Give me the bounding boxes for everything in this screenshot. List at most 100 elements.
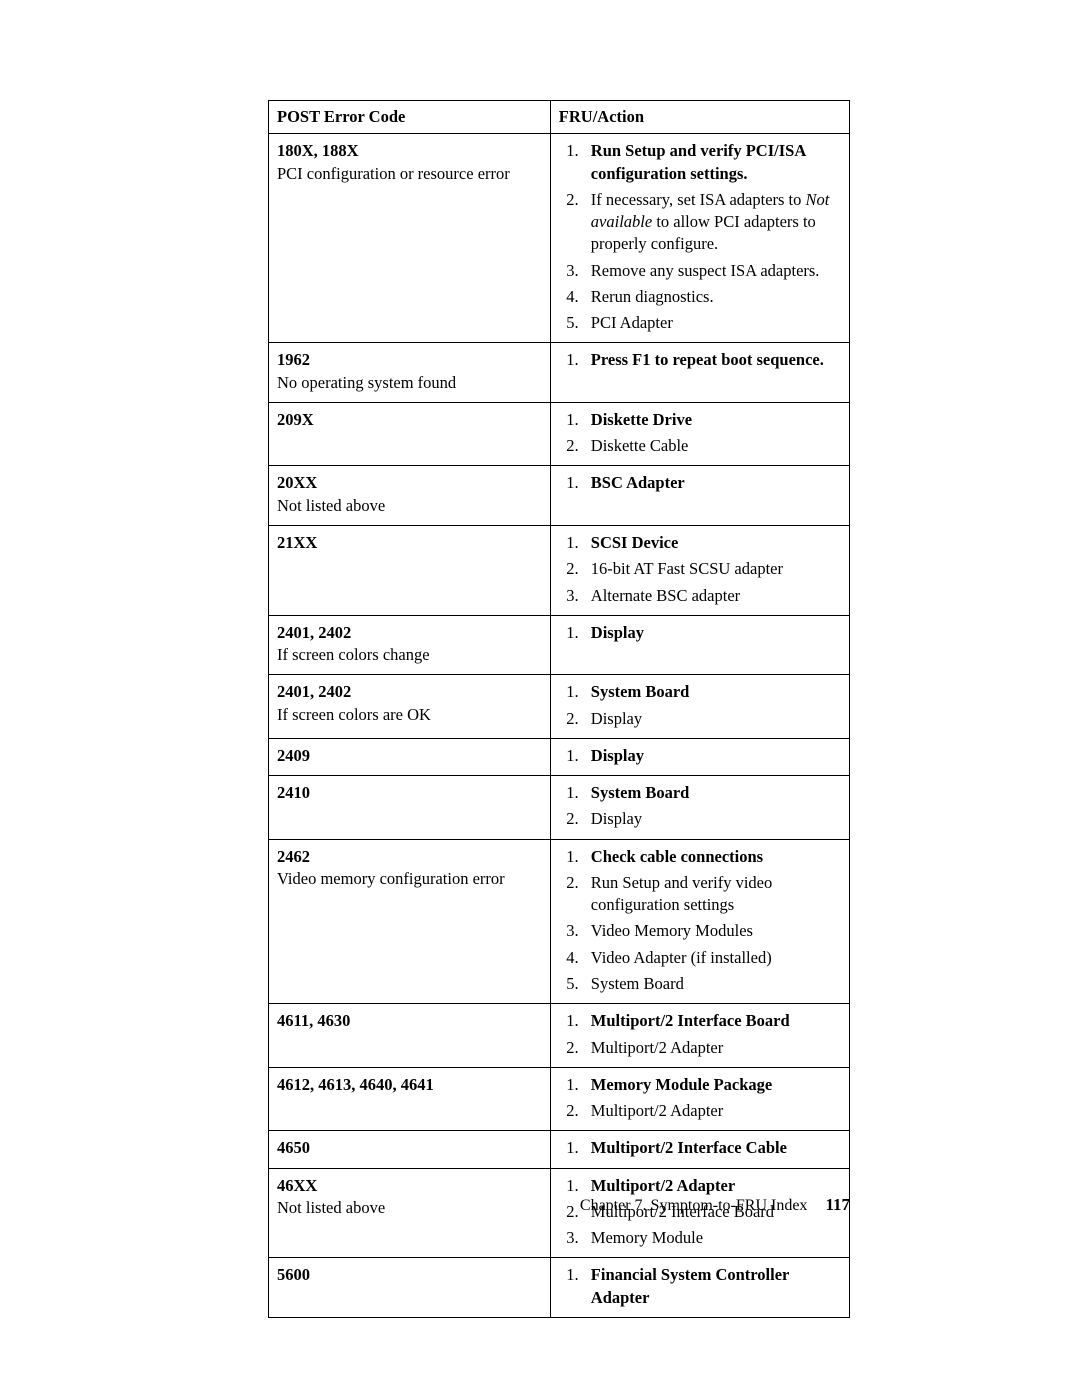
action-cell: BSC Adapter xyxy=(550,466,849,526)
action-item: Display xyxy=(583,745,841,767)
error-code: 1962 xyxy=(277,350,310,369)
error-code: 2410 xyxy=(277,783,310,802)
code-cell: 2401, 2402 If screen colors change xyxy=(269,615,551,675)
action-item: SCSI Device xyxy=(583,532,841,554)
table-row: 21XX SCSI Device 16-bit AT Fast SCSU adapt… xyxy=(269,525,850,615)
table-row: 20XXNot listed aboveBSC Adapter xyxy=(269,466,850,526)
error-description: If screen colors change xyxy=(277,645,430,664)
error-code: 180X, 188X xyxy=(277,141,359,160)
action-cell: Check cable connections Run Setup and ver… xyxy=(550,839,849,1004)
error-code: 4612, 4613, 4640, 4641 xyxy=(277,1075,434,1094)
table-row: 2401, 2402 If screen colors change Display xyxy=(269,615,850,675)
action-list: System Board Display xyxy=(559,681,841,730)
action-item: Display xyxy=(583,708,841,730)
action-item: System Board xyxy=(583,973,841,995)
error-description: No operating system found xyxy=(277,373,456,392)
action-list: Press F1 to repeat boot sequence. xyxy=(559,349,841,371)
action-cell: Multiport/2 Interface Board Multiport/2 A… xyxy=(550,1004,849,1068)
code-cell: 4611, 4630 xyxy=(269,1004,551,1068)
page-number: 117 xyxy=(825,1195,850,1214)
error-description: Video memory configuration error xyxy=(277,869,505,888)
table-row: 5600 Financial System Controller Adapter xyxy=(269,1258,850,1318)
action-list: Display xyxy=(559,622,841,644)
error-code: 21XX xyxy=(277,533,317,552)
action-item: Diskette Cable xyxy=(583,435,841,457)
action-item: Check cable connections xyxy=(583,846,841,868)
action-item: PCI Adapter xyxy=(583,312,841,334)
action-item: 16-bit AT Fast SCSU adapter xyxy=(583,558,841,580)
table-row: 2462 Video memory configuration error Chec… xyxy=(269,839,850,1004)
action-list: Memory Module PackageMultiport/2 Adapter xyxy=(559,1074,841,1123)
action-item: Multiport/2 Adapter xyxy=(583,1037,841,1059)
error-description: PCI configuration or resource error xyxy=(277,164,510,183)
action-list: BSC Adapter xyxy=(559,472,841,494)
action-item: Multiport/2 Interface Cable xyxy=(583,1137,841,1159)
action-item: Press F1 to repeat boot sequence. xyxy=(583,349,841,371)
action-item: Rerun diagnostics. xyxy=(583,286,841,308)
action-item: Multiport/2 Adapter xyxy=(583,1175,841,1197)
action-item: Display xyxy=(583,622,841,644)
action-list: Multiport/2 Interface Board Multiport/2 A… xyxy=(559,1010,841,1059)
header-post-error-code: POST Error Code xyxy=(269,101,551,134)
action-item: Display xyxy=(583,808,841,830)
action-item: If necessary, set ISA adapters to Not av… xyxy=(583,189,841,256)
code-cell: 209X xyxy=(269,402,551,466)
error-code: 4650 xyxy=(277,1138,310,1157)
error-code: 2401, 2402 xyxy=(277,682,351,701)
code-cell: 4650 xyxy=(269,1131,551,1168)
code-cell: 1962 No operating system found xyxy=(269,343,551,403)
code-cell: 5600 xyxy=(269,1258,551,1318)
action-cell: Memory Module PackageMultiport/2 Adapter xyxy=(550,1067,849,1131)
action-cell: SCSI Device 16-bit AT Fast SCSU adapter Al… xyxy=(550,525,849,615)
action-item: Multiport/2 Adapter xyxy=(583,1100,841,1122)
action-list: Display xyxy=(559,745,841,767)
table-header: POST Error Code FRU/Action xyxy=(269,101,850,134)
code-cell: 21XX xyxy=(269,525,551,615)
page-container: POST Error Code FRU/Action 180X, 188X PCI… xyxy=(0,0,1080,1318)
action-item: Multiport/2 Interface Board xyxy=(583,1010,841,1032)
action-cell: Display xyxy=(550,615,849,675)
table-row: 180X, 188X PCI configuration or resource … xyxy=(269,134,850,343)
error-description: If screen colors are OK xyxy=(277,705,431,724)
action-item: Diskette Drive xyxy=(583,409,841,431)
action-cell: Display xyxy=(550,738,849,775)
action-list: Multiport/2 Interface Cable xyxy=(559,1137,841,1159)
error-description: Not listed above xyxy=(277,1198,385,1217)
error-code: 4611, 4630 xyxy=(277,1011,350,1030)
action-item: Alternate BSC adapter xyxy=(583,585,841,607)
action-cell: Diskette Drive Diskette Cable xyxy=(550,402,849,466)
code-cell: 2462 Video memory configuration error xyxy=(269,839,551,1004)
code-cell: 2401, 2402 If screen colors are OK xyxy=(269,675,551,739)
error-code: 2409 xyxy=(277,746,310,765)
action-list: Check cable connections Run Setup and ver… xyxy=(559,846,841,996)
table-row: 209X Diskette Drive Diskette Cable xyxy=(269,402,850,466)
action-item: System Board xyxy=(583,782,841,804)
error-code: 2462 xyxy=(277,847,310,866)
code-cell: 2409 xyxy=(269,738,551,775)
table-row: 4612, 4613, 4640, 4641 Memory Module Pack… xyxy=(269,1067,850,1131)
action-item: Run Setup and verify video configuration… xyxy=(583,872,841,917)
action-cell: System Board Display xyxy=(550,776,849,840)
action-cell: Financial System Controller Adapter xyxy=(550,1258,849,1318)
error-code: 2401, 2402 xyxy=(277,623,351,642)
table-row: 4611, 4630Multiport/2 Interface BoardMul… xyxy=(269,1004,850,1068)
action-list: Diskette Drive Diskette Cable xyxy=(559,409,841,458)
action-list: System Board Display xyxy=(559,782,841,831)
error-code: 46XX xyxy=(277,1176,317,1195)
table-row: 2409 Display xyxy=(269,738,850,775)
chapter-label: Chapter 7. Symptom-to-FRU Index xyxy=(580,1197,808,1214)
action-item: Financial System Controller Adapter xyxy=(583,1264,841,1309)
action-item: System Board xyxy=(583,681,841,703)
error-description: Not listed above xyxy=(277,496,385,515)
error-code: 5600 xyxy=(277,1265,310,1284)
action-item: Video Memory Modules xyxy=(583,920,841,942)
table-row: 2410 System Board Display xyxy=(269,776,850,840)
action-list: Financial System Controller Adapter xyxy=(559,1264,841,1309)
action-cell: Run Setup and verify PCI/ISA configurati… xyxy=(550,134,849,343)
code-cell: 4612, 4613, 4640, 4641 xyxy=(269,1067,551,1131)
table-row: 4650 Multiport/2 Interface Cable xyxy=(269,1131,850,1168)
action-item: Remove any suspect ISA adapters. xyxy=(583,260,841,282)
table-row: 2401, 2402 If screen colors are OK System … xyxy=(269,675,850,739)
action-cell: Press F1 to repeat boot sequence. xyxy=(550,343,849,403)
error-code: 209X xyxy=(277,410,314,429)
